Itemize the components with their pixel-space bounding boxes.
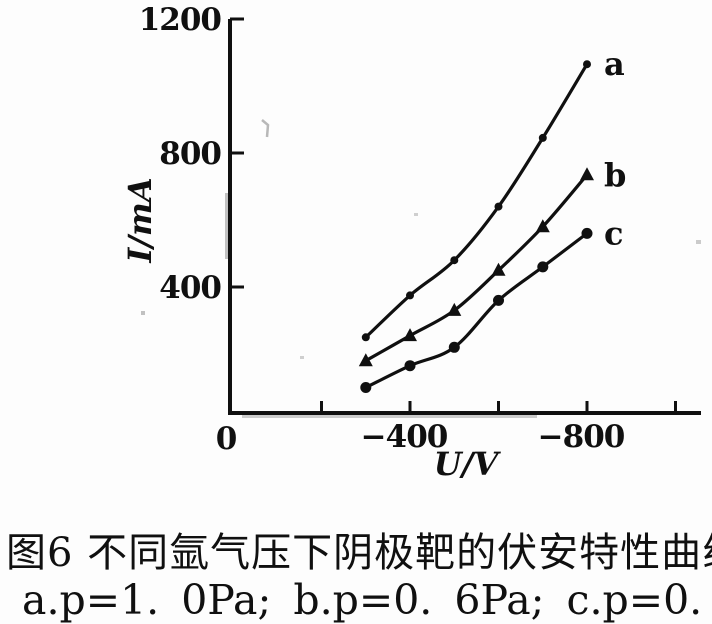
scan-artifact: [242, 414, 537, 418]
curve-c: c: [360, 214, 623, 393]
scan-artifact: [225, 193, 229, 259]
scan-artifact: [414, 213, 418, 216]
y-tick-label: 400: [159, 270, 221, 306]
curve-a-marker: [538, 133, 547, 142]
curve-a-marker: [494, 202, 503, 211]
curve-c-marker: [581, 227, 593, 239]
scan-artifact: [300, 356, 304, 359]
curve-b-marker: [358, 353, 373, 367]
chart-canvas: 400 800 1200 −400 −800 0 U/V I/mA a bc: [121, 2, 701, 510]
scan-artifact: [141, 311, 145, 315]
y-tick-label: 1200: [139, 2, 222, 38]
curve-c-line: [365, 232, 588, 389]
iv-characteristic-figure: 400 800 1200 −400 −800 0 U/V I/mA a b c: [121, 2, 701, 510]
figure-caption-conditions: a.p=1. 0Pa; b.p=0. 6Pa; c.p=0. 2Pa: [22, 576, 712, 624]
curve-c-marker: [493, 294, 504, 306]
y-axis-title: I/mA: [121, 177, 159, 263]
curve-b-line: [365, 173, 589, 363]
x-tick-label: −400: [361, 419, 448, 455]
curve-a-marker: [583, 60, 591, 69]
curve-a-marker: [406, 291, 414, 300]
curve-b-marker: [403, 328, 417, 342]
curve-a-marker: [450, 256, 459, 265]
curve-b-marker: [535, 219, 550, 233]
curve-c-marker: [404, 360, 416, 372]
figure-caption-title: 图6 不同氩气压下阴极靶的伏安特性曲线: [6, 530, 712, 576]
curve-b-marker: [491, 262, 506, 276]
series-label-c: c: [604, 214, 623, 252]
series-label-b: b: [604, 156, 626, 194]
curve-a-line: [364, 63, 589, 339]
curve-a: a: [361, 45, 625, 342]
curve-a-marker: [361, 333, 370, 342]
series-label-a: a: [604, 45, 625, 83]
curve-b-marker: [447, 302, 462, 316]
x-axis-title: U/V: [434, 445, 502, 483]
x-tick-label: −800: [538, 419, 625, 455]
curve-c-marker: [360, 382, 372, 393]
chart-plot-area: 400 800 1200 −400 −800 0 U/V I/mA a bc: [121, 2, 701, 483]
origin-label: 0: [216, 421, 237, 457]
scan-artifact: [261, 119, 270, 138]
y-tick-label: 800: [159, 136, 221, 172]
curve-b-marker: [580, 167, 594, 181]
curve-c-marker: [448, 341, 460, 353]
curve-b: b: [358, 156, 626, 367]
curve-c-marker: [537, 261, 549, 273]
scan-artifact: [696, 240, 701, 244]
